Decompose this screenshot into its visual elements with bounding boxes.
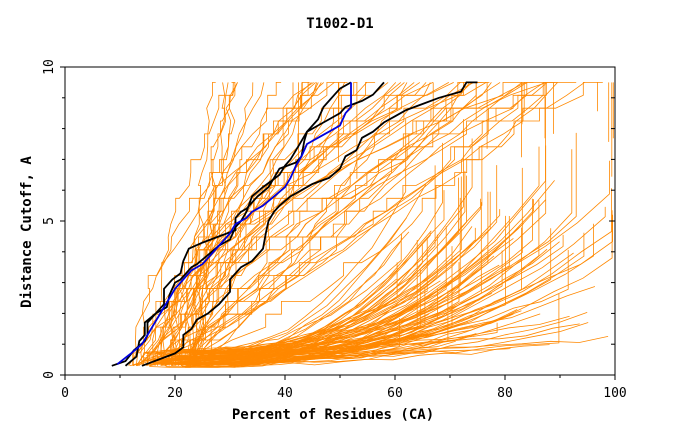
orange-curve-48 (160, 82, 318, 366)
orange-curve-41 (160, 82, 309, 367)
orange-curve-9 (188, 82, 226, 366)
orange-curve-24 (162, 82, 324, 366)
orange-curve-52 (160, 82, 484, 366)
orange-curve-136 (169, 217, 407, 362)
orange-curve-17 (146, 82, 265, 366)
orange-curve-50 (132, 82, 402, 366)
x-tick-label: 40 (277, 386, 293, 401)
orange-curve-46 (172, 82, 534, 366)
orange-curve-159 (183, 146, 540, 368)
series-blue (116, 82, 352, 365)
orange-curve-152 (202, 332, 437, 354)
orange-curve-118 (144, 227, 476, 353)
orange-curve-56 (195, 82, 229, 366)
orange-curve-11 (136, 82, 501, 367)
orange-curve-123 (166, 190, 445, 360)
x-axis: 0 20 40 60 80 100 (61, 375, 627, 401)
y-tick-label: 10 (42, 59, 57, 75)
orange-curve-77 (160, 160, 610, 351)
x-axis-label: Percent of Residues (CA) (232, 407, 434, 423)
orange-curve-45 (151, 82, 238, 366)
orange-curve-31 (193, 82, 236, 366)
x-tick-label: 100 (603, 386, 626, 401)
orange-curve-148 (203, 252, 574, 364)
series-black-2 (124, 81, 385, 367)
orange-curve-8 (189, 82, 461, 366)
orange-curve-49 (178, 82, 254, 366)
orange-curve-13 (186, 82, 492, 367)
x-tick-label: 20 (167, 386, 183, 401)
orange-curve-36 (194, 82, 319, 366)
orange-curve-140 (198, 280, 441, 354)
orange-curve-19 (140, 82, 314, 366)
y-tick-label: 0 (42, 371, 57, 379)
y-axis: 0 5 10 (42, 59, 615, 379)
x-tick-label: 60 (387, 386, 403, 401)
y-tick-label: 5 (42, 217, 57, 225)
orange-curve-29 (171, 82, 310, 366)
orange-curve-44 (193, 82, 236, 366)
orange-curve-151 (151, 167, 523, 365)
x-tick-label: 80 (497, 386, 513, 401)
highlight-series (111, 81, 478, 367)
orange-curve-38 (187, 82, 322, 366)
orange-curve-43 (185, 82, 585, 367)
orange-curve-34 (164, 82, 490, 367)
orange-curve-27 (149, 82, 558, 367)
plot-area (111, 81, 614, 368)
orange-curve-57 (136, 82, 558, 367)
x-tick-label: 0 (61, 386, 69, 401)
orange-curve-135 (205, 142, 443, 355)
orange-curve-47 (189, 82, 577, 366)
orange-curve-147 (195, 227, 522, 358)
orange-curve-157 (177, 197, 461, 359)
orange-curves (128, 82, 614, 368)
orange-curve-55 (180, 82, 471, 367)
orange-curve-150 (204, 262, 460, 364)
y-axis-label: Distance Cutoff, A (19, 156, 35, 308)
orange-curve-51 (190, 82, 216, 366)
orange-curve-54 (157, 82, 473, 366)
series-black-3 (141, 81, 478, 367)
chart-title: T1002-D1 (306, 16, 373, 32)
orange-curve-158 (189, 215, 506, 361)
orange-curve-58 (182, 82, 603, 367)
